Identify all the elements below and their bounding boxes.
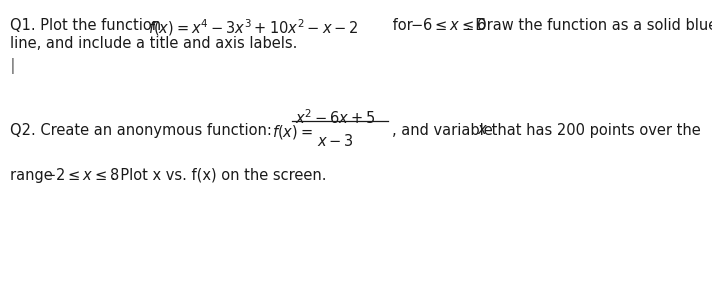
Text: $x^2-6x+5$: $x^2-6x+5$ bbox=[295, 108, 375, 127]
Text: range: range bbox=[10, 168, 58, 183]
Text: Q1. Plot the function: Q1. Plot the function bbox=[10, 18, 166, 33]
Text: Q2. Create an anonymous function:: Q2. Create an anonymous function: bbox=[10, 123, 272, 138]
Text: that has 200 points over the: that has 200 points over the bbox=[487, 123, 701, 138]
Text: . Draw the function as a solid blue: . Draw the function as a solid blue bbox=[466, 18, 712, 33]
Text: , and variable: , and variable bbox=[392, 123, 498, 138]
Text: . Plot x vs. f(x) on the screen.: . Plot x vs. f(x) on the screen. bbox=[111, 168, 327, 183]
Text: |: | bbox=[10, 58, 16, 74]
Text: $f(x)=$: $f(x)=$ bbox=[272, 123, 313, 141]
Text: $x-3$: $x-3$ bbox=[317, 133, 353, 149]
Text: $f(x)=x^4-3x^3+10x^2-x-2$: $f(x)=x^4-3x^3+10x^2-x-2$ bbox=[148, 17, 358, 38]
Text: for: for bbox=[388, 18, 417, 33]
Text: $-2\leq x\leq8$: $-2\leq x\leq8$ bbox=[43, 167, 120, 183]
Text: $x$: $x$ bbox=[477, 122, 488, 137]
Text: $-6\leq x\leq6$: $-6\leq x\leq6$ bbox=[410, 17, 486, 33]
Text: line, and include a title and axis labels.: line, and include a title and axis label… bbox=[10, 36, 298, 51]
